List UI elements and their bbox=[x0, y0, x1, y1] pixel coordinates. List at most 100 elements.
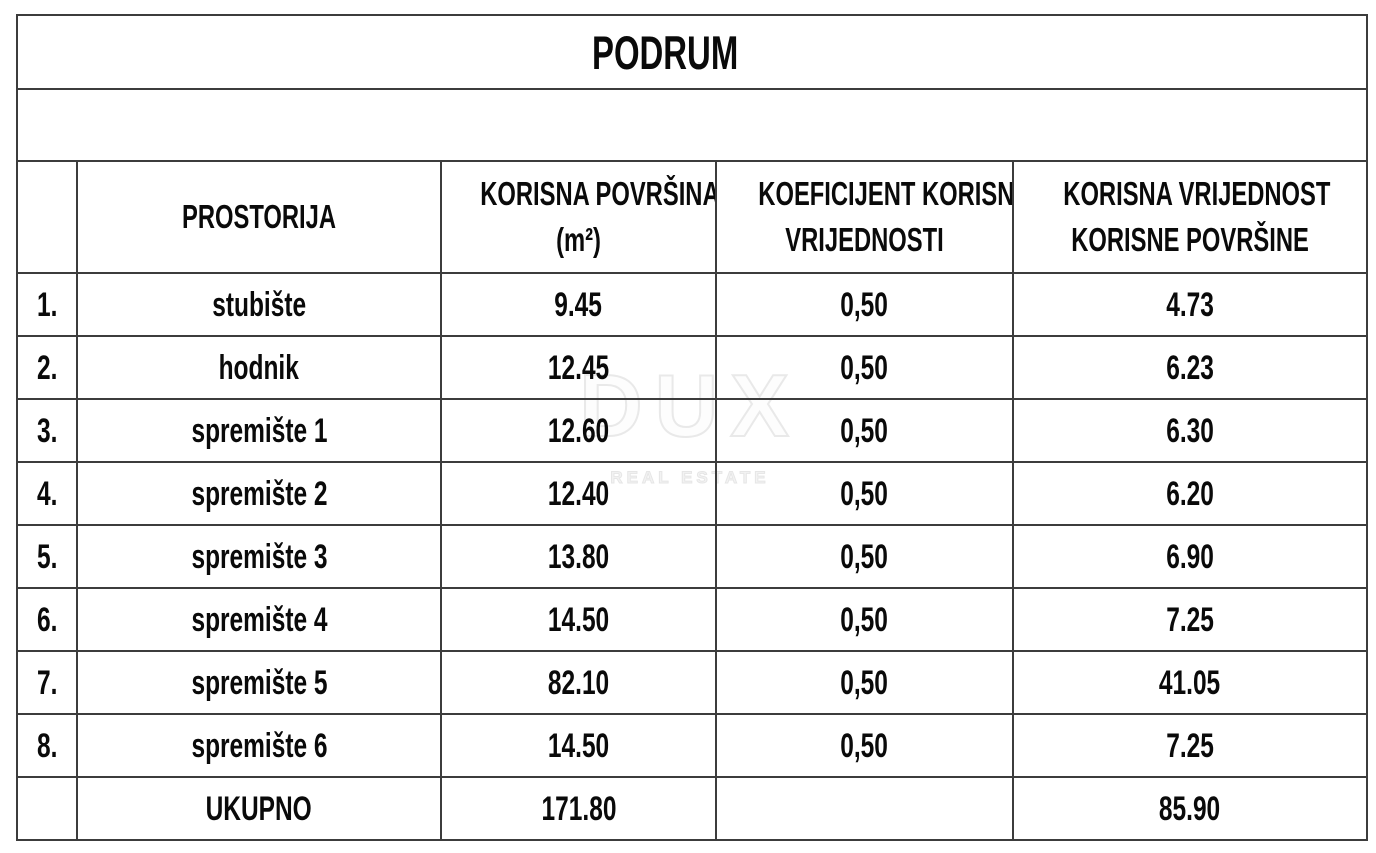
page-title: PODRUM bbox=[591, 25, 738, 79]
total-value-cell: 85.90 bbox=[1011, 776, 1369, 841]
room-cell: spremište 3 bbox=[76, 524, 442, 589]
coef-value: 0,50 bbox=[840, 726, 889, 765]
coef-cell: 0,50 bbox=[715, 335, 1014, 400]
room-name: stubište bbox=[212, 285, 306, 324]
room-name: spremište 6 bbox=[190, 726, 328, 765]
total-useful-value: 85.90 bbox=[1159, 789, 1221, 828]
area-cell: 13.80 bbox=[440, 524, 717, 589]
row-number-cell: 5. bbox=[16, 524, 78, 589]
room-cell: spremište 2 bbox=[76, 461, 442, 526]
row-number: 4. bbox=[36, 474, 58, 513]
coef-value: 0,50 bbox=[840, 474, 889, 513]
area-value: 13.80 bbox=[547, 537, 610, 576]
area-cell: 14.50 bbox=[440, 713, 717, 778]
room-cell: stubište bbox=[76, 272, 442, 337]
row-number-cell: 4. bbox=[16, 461, 78, 526]
header-room-cell: PROSTORIJA bbox=[76, 160, 442, 274]
area-value: 12.45 bbox=[547, 348, 610, 387]
coef-cell: 0,50 bbox=[715, 398, 1014, 463]
table-row: 6. spremište 4 14.50 0,50 7.25 bbox=[16, 587, 1369, 652]
area-value: 14.50 bbox=[547, 600, 610, 639]
table-row: 2. hodnik 12.45 0,50 6.23 bbox=[16, 335, 1369, 400]
row-number-cell: 8. bbox=[16, 713, 78, 778]
coef-cell: 0,50 bbox=[715, 650, 1014, 715]
table-row: 3. spremište 1 12.60 0,50 6.30 bbox=[16, 398, 1369, 463]
room-name: spremište 5 bbox=[190, 663, 328, 702]
value-cell: 41.05 bbox=[1011, 650, 1369, 715]
coef-value: 0,50 bbox=[840, 600, 889, 639]
row-number-cell: 1. bbox=[16, 272, 78, 337]
spacer-cell bbox=[15, 88, 1369, 162]
useful-value: 7.25 bbox=[1166, 726, 1214, 765]
row-number-cell: 6. bbox=[16, 587, 78, 652]
room-name: hodnik bbox=[218, 348, 300, 387]
row-number-cell: 2. bbox=[16, 335, 78, 400]
value-cell: 4.73 bbox=[1011, 272, 1369, 337]
row-number: 5. bbox=[36, 537, 58, 576]
spacer-row bbox=[15, 88, 1369, 162]
room-name: spremište 3 bbox=[190, 537, 328, 576]
header-area-line1: KORISNA POVRŠINA bbox=[480, 175, 716, 212]
useful-value: 6.30 bbox=[1166, 411, 1214, 450]
row-number-cell: 7. bbox=[16, 650, 78, 715]
useful-value: 7.25 bbox=[1166, 600, 1214, 639]
coef-cell: 0,50 bbox=[715, 587, 1014, 652]
header-coef-line2: VRIJEDNOSTI bbox=[785, 221, 944, 258]
area-cell: 82.10 bbox=[440, 650, 717, 715]
total-label-cell: UKUPNO bbox=[76, 776, 442, 841]
room-name: spremište 1 bbox=[190, 411, 328, 450]
table-row: 7. spremište 5 82.10 0,50 41.05 bbox=[16, 650, 1369, 715]
total-row: UKUPNO 171.80 85.90 bbox=[16, 776, 1369, 841]
area-cell: 12.45 bbox=[440, 335, 717, 400]
value-cell: 7.25 bbox=[1011, 713, 1369, 778]
value-cell: 6.90 bbox=[1011, 524, 1369, 589]
room-cell: hodnik bbox=[76, 335, 442, 400]
header-value-line1: KORISNA VRIJEDNOST bbox=[1063, 175, 1331, 212]
coef-value: 0,50 bbox=[840, 348, 889, 387]
value-cell: 6.23 bbox=[1011, 335, 1369, 400]
header-area-line2: (m²) bbox=[556, 221, 601, 258]
header-coef-line1: KOEFICIJENT KORISNE bbox=[758, 175, 1013, 212]
table-row: 8. spremište 6 14.50 0,50 7.25 bbox=[16, 713, 1369, 778]
header-row: PROSTORIJA KORISNA POVRŠINA (m²) KOEFICI… bbox=[16, 160, 1369, 274]
table-row: 1. stubište 9.45 0,50 4.73 bbox=[16, 272, 1369, 337]
useful-value: 6.23 bbox=[1166, 348, 1214, 387]
area-value: 9.45 bbox=[554, 285, 603, 324]
row-number: 3. bbox=[36, 411, 58, 450]
room-cell: spremište 4 bbox=[76, 587, 442, 652]
total-area-cell: 171.80 bbox=[440, 776, 717, 841]
header-room-label: PROSTORIJA bbox=[181, 198, 337, 235]
area-cell: 12.60 bbox=[440, 398, 717, 463]
row-number: 1. bbox=[36, 285, 58, 324]
header-num-cell bbox=[16, 160, 78, 274]
area-cell: 12.40 bbox=[440, 461, 717, 526]
coef-cell: 0,50 bbox=[715, 713, 1014, 778]
header-value-cell: KORISNA VRIJEDNOST KORISNE POVRŠINE bbox=[1011, 160, 1369, 274]
useful-value: 6.90 bbox=[1166, 537, 1214, 576]
area-value: 14.50 bbox=[547, 726, 610, 765]
useful-value: 41.05 bbox=[1159, 663, 1221, 702]
total-area-value: 171.80 bbox=[541, 789, 616, 828]
header-value-line2: KORISNE POVRŠINE bbox=[1071, 221, 1309, 258]
coef-value: 0,50 bbox=[840, 285, 889, 324]
useful-value: 6.20 bbox=[1166, 474, 1214, 513]
value-cell: 7.25 bbox=[1011, 587, 1369, 652]
coef-value: 0,50 bbox=[840, 537, 889, 576]
table-row: 5. spremište 3 13.80 0,50 6.90 bbox=[16, 524, 1369, 589]
total-label: UKUPNO bbox=[205, 789, 313, 828]
table-row: 4. spremište 2 12.40 0,50 6.20 bbox=[16, 461, 1369, 526]
total-number-cell bbox=[16, 776, 78, 841]
area-value: 82.10 bbox=[547, 663, 610, 702]
room-cell: spremište 6 bbox=[76, 713, 442, 778]
row-number: 6. bbox=[36, 600, 58, 639]
room-name: spremište 4 bbox=[190, 600, 328, 639]
area-value: 12.60 bbox=[547, 411, 610, 450]
row-number-cell: 3. bbox=[16, 398, 78, 463]
coef-cell: 0,50 bbox=[715, 524, 1014, 589]
area-calculation-table: PODRUM PROSTORIJA KORISNA POVRŠINA (m²) … bbox=[15, 14, 1369, 841]
coef-cell: 0,50 bbox=[715, 461, 1014, 526]
area-value: 12.40 bbox=[547, 474, 610, 513]
room-cell: spremište 1 bbox=[76, 398, 442, 463]
row-number: 8. bbox=[36, 726, 58, 765]
